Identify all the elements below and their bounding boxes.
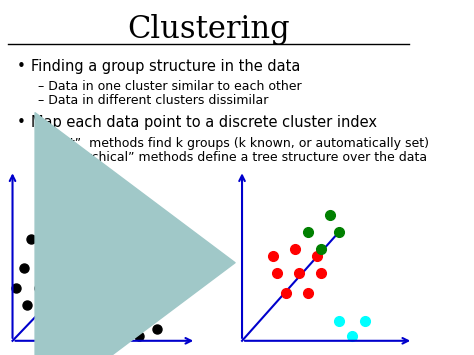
- Text: – “flat”  methods find k groups (k known, or automatically set): – “flat” methods find k groups (k known,…: [37, 137, 428, 150]
- Text: – Data in different clusters dissimilar: – Data in different clusters dissimilar: [37, 94, 268, 107]
- Text: Finding a group structure in the data: Finding a group structure in the data: [31, 59, 301, 73]
- Text: – “hierarchical” methods define a tree structure over the data: – “hierarchical” methods define a tree s…: [37, 151, 427, 164]
- FancyArrowPatch shape: [35, 113, 235, 355]
- Text: Map each data point to a discrete cluster index: Map each data point to a discrete cluste…: [31, 115, 377, 130]
- Text: Clustering: Clustering: [128, 14, 290, 45]
- Text: – Data in one cluster similar to each other: – Data in one cluster similar to each ot…: [37, 80, 301, 93]
- Text: •: •: [17, 115, 26, 130]
- Text: •: •: [17, 59, 26, 73]
